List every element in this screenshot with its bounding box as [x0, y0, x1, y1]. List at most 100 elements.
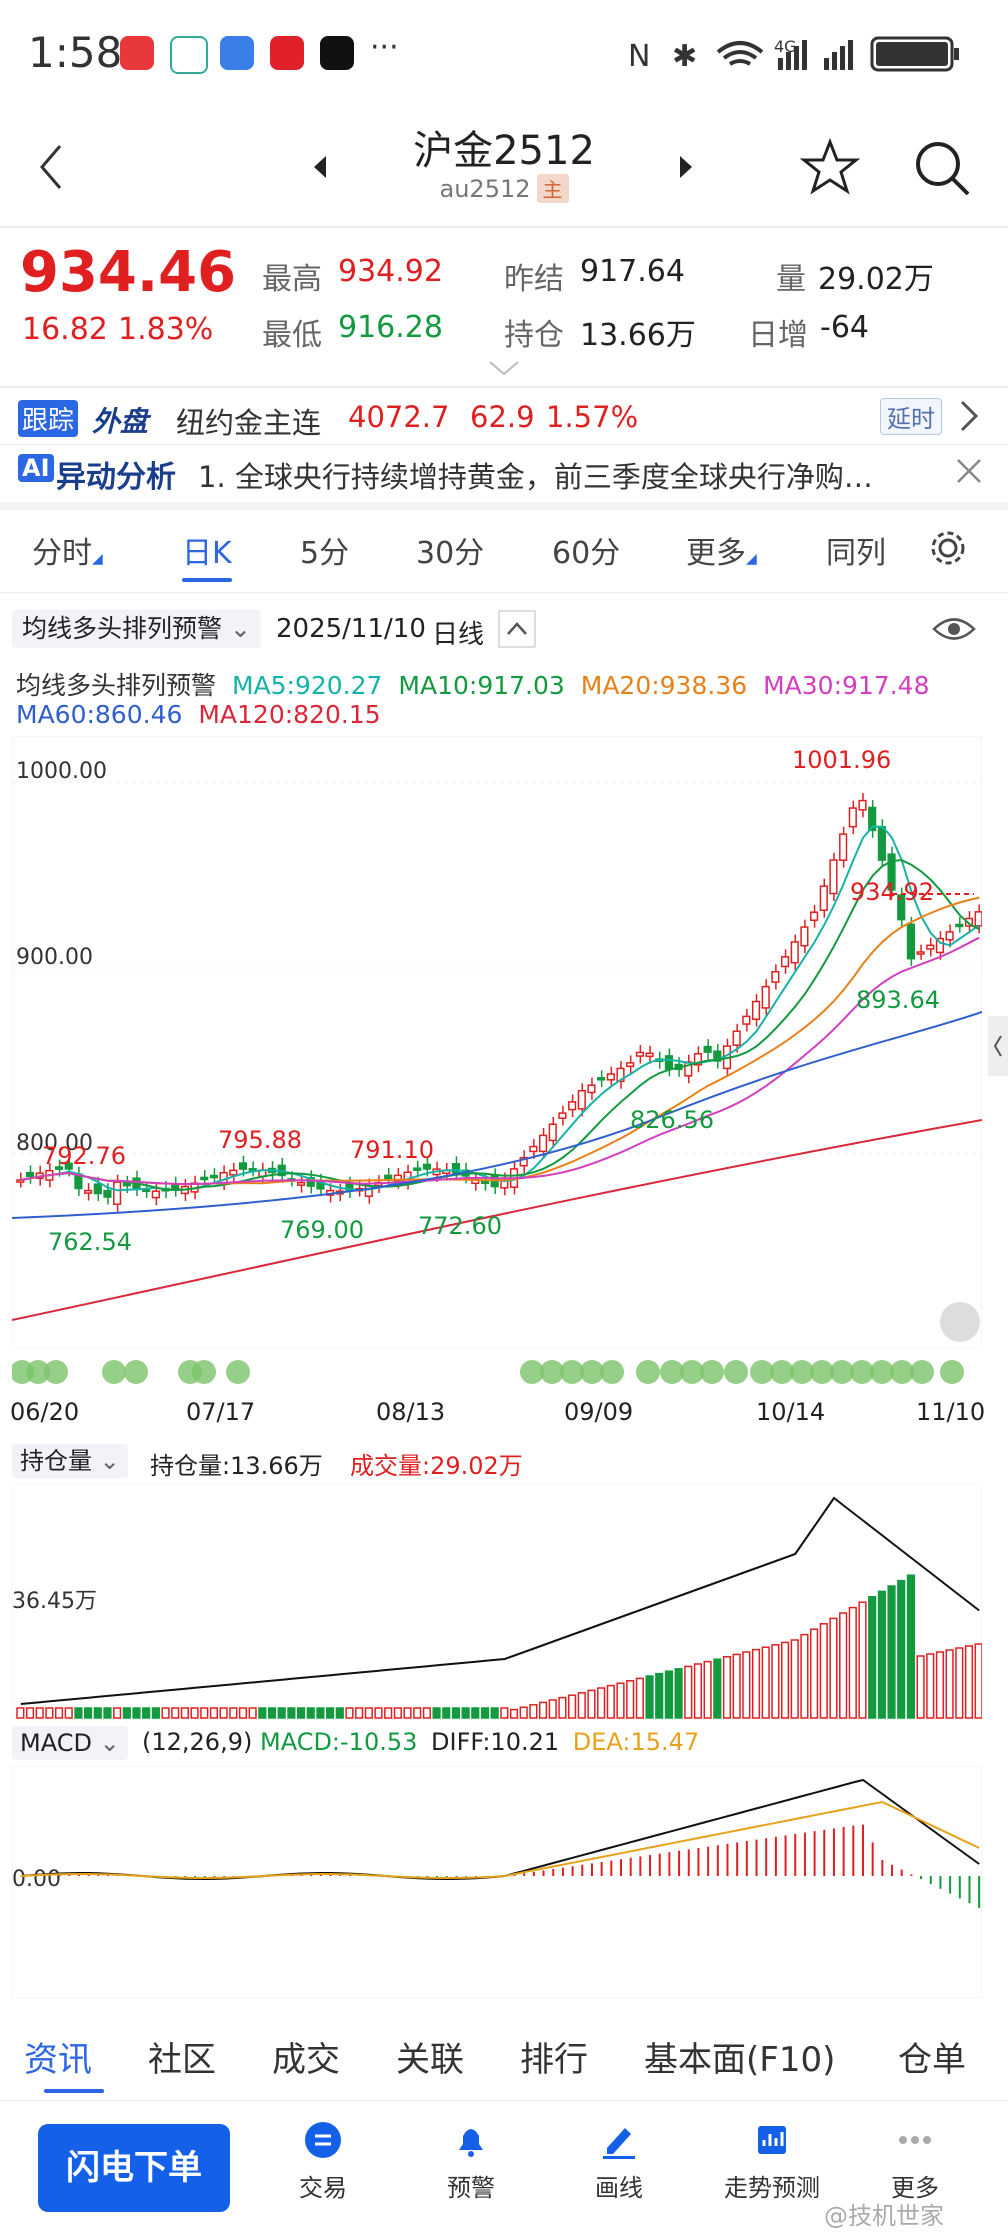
volume-bar [84, 1707, 93, 1719]
ai-signal-dot[interactable] [560, 1360, 584, 1384]
tracking-pct: 1.57% [546, 400, 639, 434]
ai-signal-dot[interactable] [750, 1360, 774, 1384]
nav-more[interactable]: 更多 [860, 2120, 970, 2203]
ma120-value: MA120:820.15 [198, 700, 381, 729]
ai-signal-dot[interactable] [520, 1360, 544, 1384]
volume-bar [945, 1649, 954, 1719]
tab-5min[interactable]: 5分 [300, 536, 350, 571]
ma5-value: MA5:920.27 [231, 671, 383, 700]
ai-signal-dot[interactable] [770, 1360, 794, 1384]
candle-body [616, 1067, 625, 1083]
ai-signal-dot[interactable] [44, 1360, 68, 1384]
ai-signal-dot[interactable] [660, 1360, 684, 1384]
tab-more[interactable]: 更多◢ [686, 536, 757, 571]
ai-signal-dot[interactable] [124, 1360, 148, 1384]
ai-signal-dot[interactable] [192, 1360, 216, 1384]
chevron-right-icon[interactable] [958, 398, 980, 434]
ai-signal-dot[interactable] [226, 1360, 250, 1384]
ai-signal-row[interactable] [12, 1356, 982, 1390]
ai-signal-dot[interactable] [910, 1360, 934, 1384]
volume-bar [287, 1707, 296, 1719]
candle-body [93, 1183, 102, 1195]
volume-bar [519, 1706, 528, 1719]
volume-bar [132, 1707, 141, 1719]
candle-body [151, 1190, 160, 1199]
volume-chart[interactable]: 36.45万 [12, 1484, 982, 1720]
tab-trades[interactable]: 成交 [272, 2040, 340, 2080]
tab-news[interactable]: 资讯 [24, 2032, 104, 2093]
tab-fundamentals[interactable]: 基本面(F10) [644, 2040, 836, 2080]
settings-gear-icon[interactable] [928, 528, 968, 568]
ai-signal-dot[interactable] [850, 1360, 874, 1384]
low-label-2: 826.56 [630, 1106, 714, 1134]
tab-same-column[interactable]: 同列 [826, 536, 886, 571]
ai-signal-dot[interactable] [724, 1360, 748, 1384]
nav-trade[interactable]: 交易 [268, 2120, 378, 2203]
tab-daily-k[interactable]: 日K [182, 528, 232, 582]
fullscreen-icon[interactable] [940, 1302, 980, 1342]
ai-signal-dot[interactable] [700, 1360, 724, 1384]
kline-chart[interactable]: 1000.00 900.00 800.00 1001.96 934.92 893… [12, 736, 982, 1348]
macd-chart[interactable]: 0.00 [12, 1766, 982, 1998]
z-app-icon [270, 36, 304, 70]
eye-icon[interactable] [932, 614, 976, 644]
svg-text:4G: 4G [774, 37, 797, 56]
ai-signal-dot[interactable] [540, 1360, 564, 1384]
volume-bar [432, 1707, 441, 1719]
collapse-icon[interactable] [498, 610, 536, 648]
candle-body [238, 1162, 248, 1170]
ai-signal-dot[interactable] [600, 1360, 624, 1384]
search-icon[interactable] [912, 138, 972, 198]
ai-signal-dot[interactable] [790, 1360, 814, 1384]
ai-signal-dot[interactable] [680, 1360, 704, 1384]
diff-value: DIFF:10.21 [431, 1728, 560, 1756]
macd-selector[interactable]: MACD ⌄ [12, 1726, 128, 1760]
y-tick-900: 900.00 [16, 945, 93, 970]
tab-60min[interactable]: 60分 [552, 536, 621, 571]
nav-draw-line[interactable]: 画线 [564, 2120, 674, 2203]
volume-bar [54, 1707, 64, 1719]
prev-contract-icon[interactable] [310, 152, 330, 182]
tab-warehouse-receipt[interactable]: 仓单 [898, 2040, 966, 2080]
tab-related[interactable]: 关联 [396, 2040, 464, 2080]
side-panel-handle[interactable] [988, 1016, 1008, 1076]
overseas-tracking-row[interactable]: 跟踪 外盘 纽约金主连 4072.7 62.9 1.57% 延时 [0, 396, 1008, 440]
tab-30min[interactable]: 30分 [416, 536, 485, 571]
close-icon[interactable] [954, 456, 984, 486]
tab-timeshare[interactable]: 分时◢ [32, 536, 103, 571]
volume-selector[interactable]: 持仓量 ⌄ [12, 1444, 128, 1478]
indicator-selector[interactable]: 均线多头排列预警 ⌄ [12, 610, 261, 648]
ai-signal-dot[interactable] [102, 1360, 126, 1384]
low-label-f: 772.60 [418, 1212, 502, 1240]
flash-order-button[interactable]: 闪电下单 [38, 2124, 230, 2212]
ai-analysis-row[interactable]: AI 异动分析 1. 全球央行持续增持黄金，前三季度全球央行净购… [0, 452, 1008, 496]
ai-signal-dot[interactable] [580, 1360, 604, 1384]
overseas-badge: 外盘 [92, 405, 149, 438]
volume-bar [868, 1596, 877, 1719]
volume-bar [597, 1687, 606, 1719]
expand-icon[interactable] [488, 360, 520, 376]
ai-signal-dot[interactable] [26, 1360, 50, 1384]
ai-signal-dot[interactable] [810, 1360, 834, 1384]
volume-bar [800, 1633, 809, 1719]
ai-signal-dot[interactable] [830, 1360, 854, 1384]
next-contract-icon[interactable] [676, 152, 696, 182]
ai-signal-dot[interactable] [870, 1360, 894, 1384]
nav-alert[interactable]: 预警 [416, 2120, 526, 2203]
nav-trend-forecast[interactable]: 走势预测 [712, 2120, 832, 2203]
search-app-icon [170, 36, 208, 74]
ai-signal-dot[interactable] [890, 1360, 914, 1384]
ai-signal-dot[interactable] [636, 1360, 660, 1384]
tab-ranking[interactable]: 排行 [520, 2040, 588, 2080]
volume-bar [664, 1670, 673, 1719]
candle-body [113, 1181, 122, 1205]
volume-bar [219, 1707, 228, 1719]
period-tabs: 分时◢ 日K 5分 30分 60分 更多◢ 同列 [0, 510, 1008, 590]
ai-signal-dot[interactable] [940, 1360, 964, 1384]
tab-community[interactable]: 社区 [148, 2040, 216, 2080]
volume-bar [355, 1707, 364, 1719]
diff-line [20, 1778, 980, 1881]
divider [0, 226, 1008, 228]
back-icon[interactable] [36, 142, 66, 192]
star-icon[interactable] [800, 138, 860, 196]
